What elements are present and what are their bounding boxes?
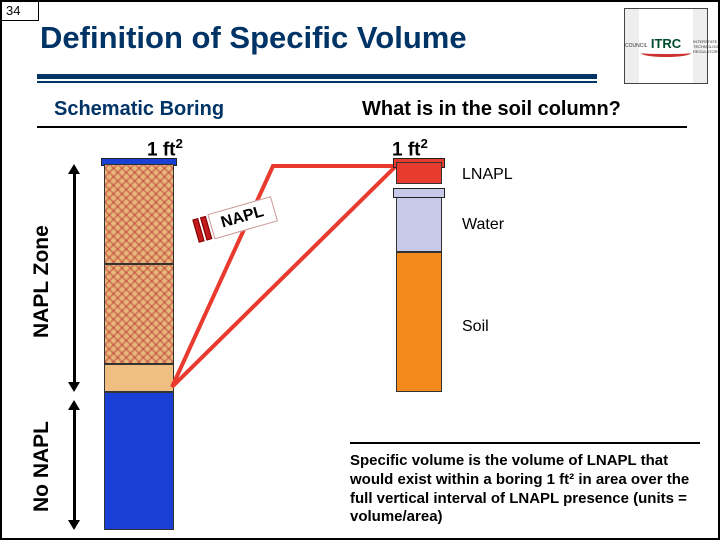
napl-flag: NAPL <box>192 196 278 243</box>
boring-layer <box>104 264 174 364</box>
axis-label-napl-zone: NAPL Zone <box>30 212 54 352</box>
logo-swoosh <box>641 49 691 57</box>
boring-layer <box>104 364 174 392</box>
napl-flag-label: NAPL <box>207 196 277 239</box>
column-seg-water <box>396 194 442 252</box>
column-seg-soil <box>396 252 442 392</box>
slide-title: Definition of Specific Volume <box>40 20 467 56</box>
area-exp: 2 <box>176 136 183 151</box>
legend-lnapl: LNAPL <box>462 166 513 184</box>
page-number: 34 <box>1 1 39 21</box>
title-underline <box>37 74 597 83</box>
logo-center: ITRC <box>639 9 693 83</box>
boring-layer <box>104 164 174 264</box>
subheading-left: Schematic Boring <box>54 98 224 121</box>
itrc-logo: COUNCIL ITRC INTERSTATE TECHNOLOGY REGUL… <box>624 8 708 84</box>
definition-rule <box>350 442 700 444</box>
logo-left-text: COUNCIL <box>625 9 639 83</box>
column-cap-water <box>393 188 445 198</box>
legend-water: Water <box>462 216 504 234</box>
area-exp: 2 <box>421 136 428 151</box>
subheading-right: What is in the soil column? <box>362 98 621 121</box>
legend-soil: Soil <box>462 318 489 336</box>
boring-layer <box>104 392 174 530</box>
axis-label-no-napl: No NAPL <box>30 412 54 522</box>
column-seg-lnapl <box>396 162 442 184</box>
definition-text: Specific volume is the volume of LNAPL t… <box>350 452 700 527</box>
logo-right-text: INTERSTATE TECHNOLOGY REGULATORY <box>693 9 707 83</box>
subheading-rule <box>37 126 687 128</box>
slide-root: 34 Definition of Specific Volume COUNCIL… <box>0 0 720 540</box>
